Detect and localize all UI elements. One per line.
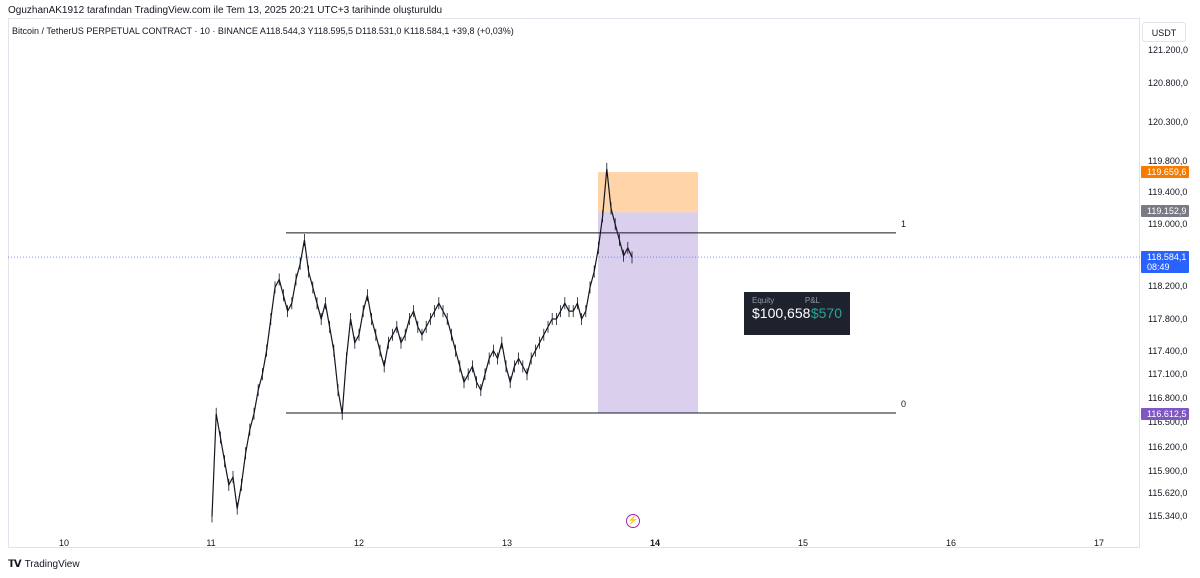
equity-value: $100,658 [752, 305, 811, 321]
price-tick-label: 115.900,0 [1148, 466, 1187, 476]
time-tick-label: 17 [1094, 538, 1104, 548]
price-tick-label: 117.800,0 [1148, 314, 1187, 324]
pnl-value: $570 [810, 305, 842, 321]
price-label-tag [1141, 166, 1189, 178]
price-label-tag [1141, 251, 1189, 273]
price-tick-label: 119.800,0 [1148, 156, 1187, 166]
price-label-tag [1141, 205, 1189, 217]
price-tick-label: 116.800,0 [1148, 393, 1187, 403]
price-tick-label: 121.200,0 [1148, 45, 1188, 55]
snapshot-header: OguzhanAK1912 tarafından TradingView.com… [8, 5, 443, 16]
countdown-text: 08:49 [1147, 262, 1170, 272]
time-tick-label: 16 [946, 538, 956, 548]
price-tick-label: 116.200,0 [1148, 442, 1187, 452]
price-label-text: 118.584,1 [1147, 252, 1186, 262]
chart-frame [8, 18, 1140, 548]
time-tick-label: 12 [354, 538, 364, 548]
price-tick-label: 115.340,0 [1148, 511, 1187, 521]
time-tick-label: 14 [650, 538, 660, 548]
stop-loss-zone [598, 172, 698, 213]
tradingview-logo-icon: 𝗧𝗩 [8, 559, 22, 570]
time-tick-label: 11 [206, 538, 215, 548]
fib-level-label: 0 [901, 399, 906, 409]
price-tick-label: 120.300,0 [1148, 117, 1188, 127]
fib-level-label: 1 [901, 219, 906, 229]
equity-label: Equity [752, 296, 775, 305]
price-label-text: 116.612,5 [1147, 409, 1186, 419]
price-series-line [211, 168, 633, 517]
time-tick-label: 10 [59, 538, 69, 548]
price-tick-label: 117.400,0 [1148, 346, 1187, 356]
price-tick-label: 120.800,0 [1148, 78, 1188, 88]
price-tick-label: 119.400,0 [1148, 187, 1187, 197]
take-profit-zone [598, 212, 698, 414]
price-tick-label: 115.620,0 [1148, 488, 1187, 498]
price-tick-label: 118.200,0 [1148, 281, 1187, 291]
footer: 𝗧𝗩 TradingView [8, 559, 80, 570]
currency-selector[interactable]: USDT [1142, 22, 1186, 42]
time-tick-label: 15 [798, 538, 808, 548]
equity-panel: Equity P&L $100,658 $570 [744, 292, 850, 335]
time-tick-label: 13 [502, 538, 512, 548]
price-tick-label: 117.100,0 [1148, 369, 1187, 379]
price-label-tag [1141, 408, 1189, 420]
pnl-label: P&L [804, 296, 820, 305]
price-label-text: 119.152,9 [1147, 206, 1186, 216]
price-tick-label: 119.000,0 [1148, 219, 1187, 229]
footer-brand: TradingView [24, 559, 80, 570]
lightning-icon[interactable]: ⚡ [626, 514, 640, 528]
price-tick-label: 116.500,0 [1148, 417, 1187, 427]
symbol-info-bar[interactable]: Bitcoin / TetherUS PERPETUAL CONTRACT · … [12, 26, 514, 36]
price-label-text: 119.659,6 [1147, 167, 1186, 177]
